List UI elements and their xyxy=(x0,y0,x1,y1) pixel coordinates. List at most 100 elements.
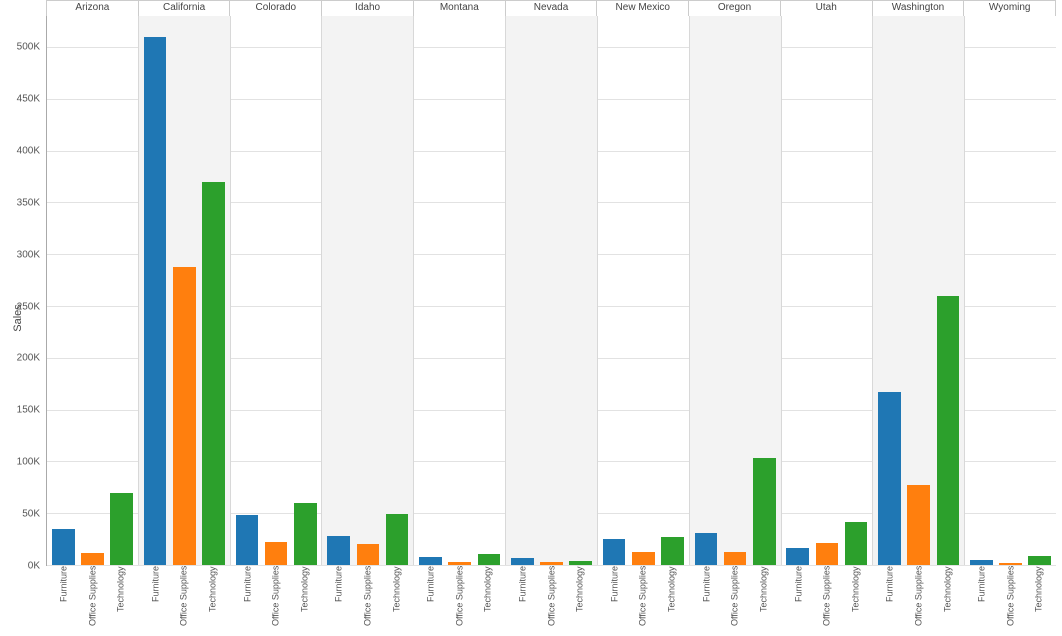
bar-slot xyxy=(326,16,351,565)
x-panel: FurnitureOffice SuppliesTechnology xyxy=(138,566,230,636)
x-category-label: Furniture xyxy=(233,566,262,636)
panel xyxy=(690,16,782,565)
bar[interactable] xyxy=(202,182,225,565)
bar-slot xyxy=(80,16,105,565)
bar[interactable] xyxy=(511,558,534,565)
bar-slot xyxy=(355,16,380,565)
x-category-label: Technology xyxy=(473,566,502,636)
x-category-label: Furniture xyxy=(324,566,353,636)
bar[interactable] xyxy=(878,392,901,565)
bars-row xyxy=(234,16,318,565)
bar[interactable] xyxy=(816,543,839,565)
bar[interactable] xyxy=(753,458,776,565)
bar[interactable] xyxy=(386,514,409,565)
x-category-label: Office Supplies xyxy=(445,566,474,636)
bar[interactable] xyxy=(173,267,196,565)
bar-slot xyxy=(263,16,288,565)
x-category-label: Technology xyxy=(565,566,594,636)
bar[interactable] xyxy=(236,515,259,565)
bar[interactable] xyxy=(999,563,1022,565)
bar-slot xyxy=(906,16,931,565)
panel xyxy=(598,16,690,565)
x-category-label: Technology xyxy=(382,566,411,636)
x-panel: FurnitureOffice SuppliesTechnology xyxy=(46,566,138,636)
sales-by-state-chart: Sales 0K50K100K150K200K250K300K350K400K4… xyxy=(0,0,1062,636)
bar[interactable] xyxy=(294,503,317,565)
x-panel: FurnitureOffice SuppliesTechnology xyxy=(872,566,964,636)
panel xyxy=(782,16,874,565)
x-category-label: Technology xyxy=(198,566,227,636)
panel xyxy=(506,16,598,565)
x-panel: FurnitureOffice SuppliesTechnology xyxy=(964,566,1056,636)
x-category-label: Technology xyxy=(1024,566,1053,636)
bar[interactable] xyxy=(540,562,563,565)
panels xyxy=(47,16,1056,565)
y-tick: 250K xyxy=(17,301,40,312)
plot-area xyxy=(46,16,1056,566)
bar-slot xyxy=(723,16,748,565)
x-category-label: Office Supplies xyxy=(996,566,1025,636)
bar[interactable] xyxy=(357,544,380,565)
x-category-label: Technology xyxy=(290,566,319,636)
bars-row xyxy=(418,16,502,565)
bar[interactable] xyxy=(937,296,960,565)
x-category-label: Technology xyxy=(749,566,778,636)
bar[interactable] xyxy=(478,554,501,565)
bar[interactable] xyxy=(695,533,718,565)
panel xyxy=(231,16,323,565)
bar-slot xyxy=(877,16,902,565)
x-category-label: Furniture xyxy=(141,566,170,636)
x-category-label: Furniture xyxy=(692,566,721,636)
bar[interactable] xyxy=(419,557,442,565)
bar[interactable] xyxy=(907,485,930,565)
bar[interactable] xyxy=(603,539,626,565)
bar-slot xyxy=(109,16,134,565)
bars-row xyxy=(877,16,961,565)
x-category-label: Furniture xyxy=(49,566,78,636)
bar-slot xyxy=(447,16,472,565)
panel xyxy=(414,16,506,565)
bar[interactable] xyxy=(265,542,288,565)
bar-slot xyxy=(1027,16,1052,565)
bar-slot xyxy=(814,16,839,565)
x-panel: FurnitureOffice SuppliesTechnology xyxy=(230,566,322,636)
bar[interactable] xyxy=(786,548,809,565)
bar-slot xyxy=(234,16,259,565)
bar[interactable] xyxy=(52,529,75,565)
panel xyxy=(139,16,231,565)
panel-header: New Mexico xyxy=(597,0,689,16)
bars-row xyxy=(326,16,410,565)
y-tick: 500K xyxy=(17,42,40,53)
x-axis-labels: FurnitureOffice SuppliesTechnologyFurnit… xyxy=(46,566,1056,636)
bar-slot xyxy=(142,16,167,565)
bar[interactable] xyxy=(144,37,167,565)
bar[interactable] xyxy=(110,493,133,566)
y-tick: 400K xyxy=(17,145,40,156)
bar[interactable] xyxy=(81,553,104,565)
bar-slot xyxy=(785,16,810,565)
bar[interactable] xyxy=(327,536,350,565)
bar[interactable] xyxy=(845,522,868,566)
bar[interactable] xyxy=(724,552,747,565)
bar[interactable] xyxy=(661,537,684,565)
bar-slot xyxy=(568,16,593,565)
panel-header: Arizona xyxy=(46,0,139,16)
bars-row xyxy=(969,16,1053,565)
bar[interactable] xyxy=(448,562,471,565)
x-panel: FurnitureOffice SuppliesTechnology xyxy=(505,566,597,636)
x-category-label: Furniture xyxy=(875,566,904,636)
bar-slot xyxy=(602,16,627,565)
bar-slot xyxy=(935,16,960,565)
x-panel: FurnitureOffice SuppliesTechnology xyxy=(781,566,873,636)
x-category-label: Furniture xyxy=(416,566,445,636)
panel-header: Washington xyxy=(873,0,965,16)
panel-header: Idaho xyxy=(322,0,414,16)
bar[interactable] xyxy=(970,560,993,565)
x-category-label: Office Supplies xyxy=(812,566,841,636)
bar-slot xyxy=(418,16,443,565)
x-panel: FurnitureOffice SuppliesTechnology xyxy=(413,566,505,636)
bar[interactable] xyxy=(632,552,655,565)
bar[interactable] xyxy=(1028,556,1051,565)
x-category-label: Office Supplies xyxy=(904,566,933,636)
bar[interactable] xyxy=(569,561,592,565)
